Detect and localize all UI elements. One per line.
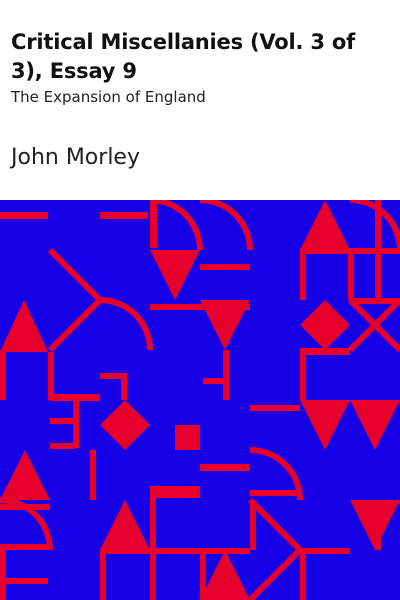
pattern-bar — [100, 548, 150, 554]
pattern-bar — [150, 304, 200, 310]
pattern-bar — [200, 264, 250, 270]
book-subtitle: The Expansion of England — [11, 88, 206, 106]
pattern-bar — [300, 548, 350, 554]
pattern-bar — [150, 486, 200, 498]
pattern-bar — [90, 450, 96, 500]
pattern-bar — [203, 378, 225, 384]
pattern-diagonal — [47, 247, 103, 303]
pattern-bar — [250, 500, 256, 550]
pattern-square — [175, 425, 200, 450]
pattern-bar — [73, 400, 79, 448]
pattern-triangle — [100, 500, 150, 550]
pattern-bar — [300, 550, 306, 600]
pattern-bar — [250, 405, 300, 411]
pattern-bar — [300, 348, 350, 355]
pattern-bar — [150, 490, 156, 600]
pattern-bar — [0, 350, 6, 400]
pattern-diamond — [300, 300, 350, 350]
pattern-bar — [0, 550, 6, 600]
pattern-bar — [375, 200, 381, 300]
pattern-triangle — [150, 250, 200, 300]
pattern-bar — [100, 212, 148, 219]
pattern-diagonal — [347, 297, 400, 353]
pattern-arc — [99, 297, 153, 351]
pattern-arc — [149, 200, 203, 251]
pattern-bar — [300, 350, 306, 400]
pattern-bar — [50, 418, 75, 424]
pattern-arc — [0, 497, 53, 551]
pattern-bar — [50, 443, 75, 449]
pattern-diagonal — [247, 497, 303, 553]
pattern-diagonal — [47, 297, 103, 353]
pattern-triangle — [350, 500, 400, 550]
book-title: Critical Miscellanies (Vol. 3 of 3), Ess… — [11, 30, 356, 83]
pattern-bar — [50, 394, 100, 401]
pattern-triangle — [200, 550, 250, 600]
pattern-triangle — [200, 300, 250, 350]
pattern-bar — [250, 490, 300, 496]
pattern-arc — [199, 200, 253, 251]
pattern-bar — [0, 212, 48, 219]
pattern-bar — [100, 550, 106, 600]
pattern-diamond — [100, 400, 150, 450]
pattern-bar — [350, 298, 400, 304]
pattern-bar — [121, 373, 127, 400]
pattern-diagonal — [247, 547, 303, 600]
pattern-bar — [300, 248, 306, 300]
pattern-bar — [223, 350, 229, 400]
cover-header: Critical Miscellanies (Vol. 3 of 3), Ess… — [0, 0, 400, 200]
pattern-bar — [48, 352, 54, 400]
pattern-bar — [0, 578, 48, 584]
pattern-triangle — [350, 400, 400, 450]
pattern-arc — [249, 447, 303, 501]
pattern-triangle — [0, 300, 48, 352]
pattern-arc — [349, 200, 400, 251]
pattern-triangle — [300, 400, 350, 450]
pattern-bar — [348, 248, 354, 300]
pattern-bar — [100, 373, 127, 379]
pattern-bar — [0, 544, 48, 550]
pattern-bar — [150, 548, 200, 554]
pattern-triangle — [300, 200, 350, 250]
pattern-bar — [200, 464, 250, 471]
cover-pattern-artwork — [0, 200, 400, 600]
pattern-bar — [200, 550, 206, 600]
pattern-bar — [150, 200, 157, 248]
book-author: John Morley — [11, 145, 140, 170]
pattern-triangle — [0, 450, 50, 500]
